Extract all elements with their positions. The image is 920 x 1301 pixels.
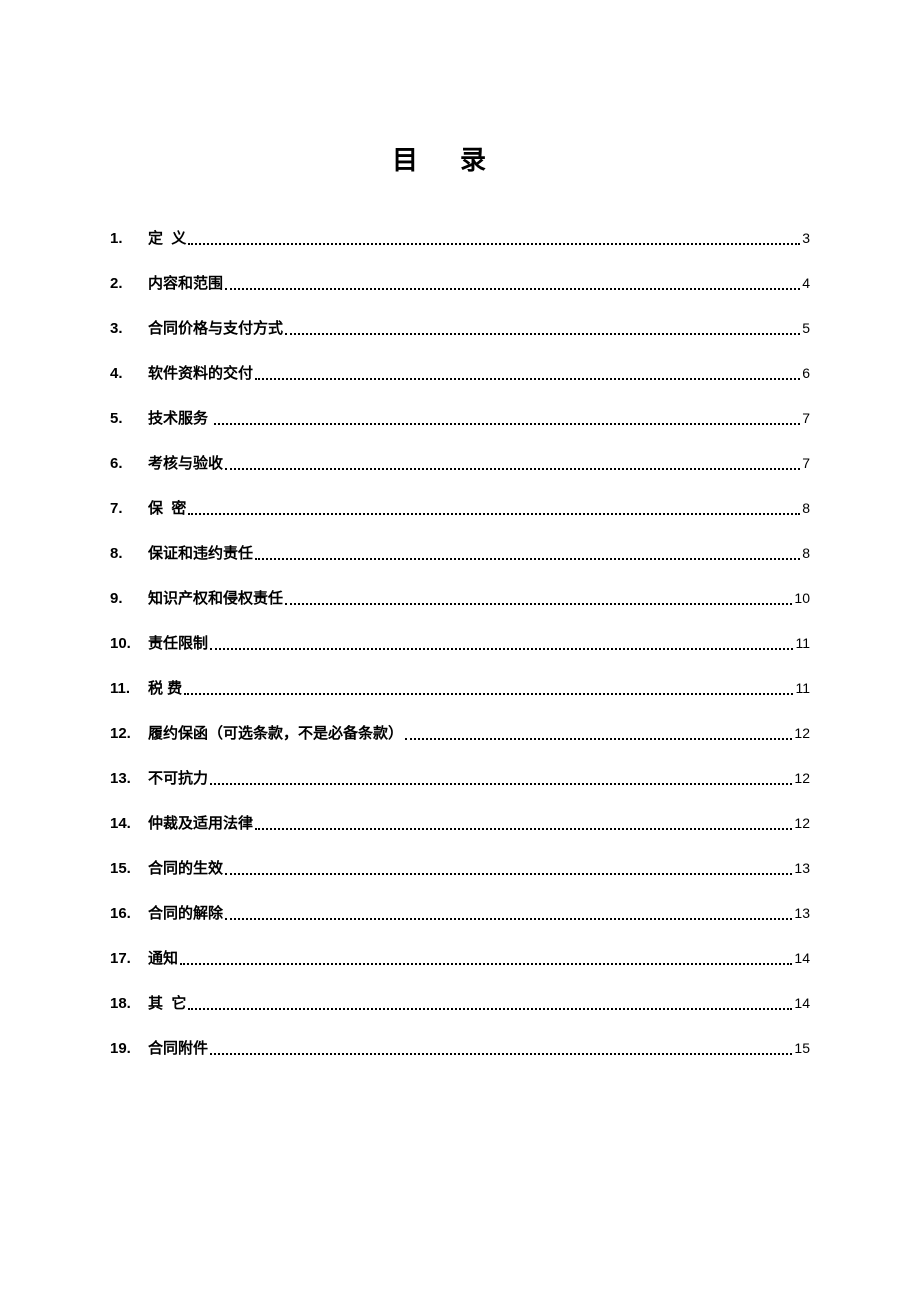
toc-dots — [255, 828, 792, 830]
toc-num: 6. — [110, 455, 148, 472]
toc-num: 13. — [110, 770, 148, 787]
toc-page: 11 — [795, 635, 810, 651]
toc-page: 14 — [794, 995, 810, 1011]
toc-row: 19. 合同附件 15 — [110, 1037, 810, 1058]
toc-dots — [210, 783, 792, 785]
toc-page: 11 — [795, 680, 810, 696]
toc-row: 7. 保 密 8 — [110, 497, 810, 518]
toc-dots — [405, 738, 792, 740]
toc-label: 其 它 — [148, 992, 186, 1013]
toc-page: 7 — [802, 455, 810, 471]
toc-label: 合同的生效 — [148, 857, 223, 878]
toc-page: 13 — [794, 905, 810, 921]
toc-row: 17. 通知 14 — [110, 947, 810, 968]
toc-num: 14. — [110, 815, 148, 832]
toc-dots — [225, 468, 800, 470]
toc-label: 通知 — [148, 947, 178, 968]
toc-num: 1. — [110, 230, 148, 247]
toc-dots — [225, 918, 792, 920]
toc-label: 软件资料的交付 — [148, 362, 253, 383]
toc-label: 合同价格与支付方式 — [148, 317, 283, 338]
toc-row: 12. 履约保函（可选条款，不是必备条款） 12 — [110, 722, 810, 743]
toc-label: 保证和违约责任 — [148, 542, 253, 563]
toc-page: 15 — [794, 1040, 810, 1056]
toc-page: 8 — [802, 545, 810, 561]
toc-row: 14. 仲裁及适用法律 12 — [110, 812, 810, 833]
toc-num: 12. — [110, 725, 148, 742]
toc-page: 13 — [794, 860, 810, 876]
toc-page: 12 — [794, 770, 810, 786]
toc-dots — [285, 603, 792, 605]
toc-row: 4. 软件资料的交付 6 — [110, 362, 810, 383]
toc-page: 12 — [794, 815, 810, 831]
toc-dots — [255, 558, 800, 560]
toc-label: 保 密 — [148, 497, 186, 518]
toc-num: 19. — [110, 1040, 148, 1057]
toc-num: 8. — [110, 545, 148, 562]
toc-dots — [184, 693, 793, 695]
toc-dots — [255, 378, 800, 380]
toc-row: 3. 合同价格与支付方式 5 — [110, 317, 810, 338]
toc-label: 责任限制 — [148, 632, 208, 653]
toc-num: 4. — [110, 365, 148, 382]
toc-dots — [285, 333, 800, 335]
toc-dots — [188, 1008, 792, 1010]
toc-row: 18. 其 它 14 — [110, 992, 810, 1013]
toc-num: 9. — [110, 590, 148, 607]
toc-num: 3. — [110, 320, 148, 337]
toc-row: 16. 合同的解除 13 — [110, 902, 810, 923]
toc-dots — [225, 288, 800, 290]
toc-num: 10. — [110, 635, 148, 652]
toc-label: 知识产权和侵权责任 — [148, 587, 283, 608]
toc-page: 6 — [802, 365, 810, 381]
toc-num: 17. — [110, 950, 148, 967]
toc-label: 仲裁及适用法律 — [148, 812, 253, 833]
toc-page: 8 — [802, 500, 810, 516]
toc-label: 合同的解除 — [148, 902, 223, 923]
toc-page: 14 — [794, 950, 810, 966]
toc-page: 5 — [802, 320, 810, 336]
toc-label: 内容和范围 — [148, 272, 223, 293]
toc-row: 8. 保证和违约责任 8 — [110, 542, 810, 563]
toc-dots — [210, 648, 793, 650]
toc-dots — [210, 1053, 792, 1055]
toc-page: 10 — [794, 590, 810, 606]
toc-title: 目录 — [110, 140, 810, 177]
toc-page: 3 — [802, 230, 810, 246]
toc-label: 考核与验收 — [148, 452, 223, 473]
toc-dots — [225, 873, 792, 875]
toc-list: 1. 定 义 3 2. 内容和范围 4 3. 合同价格与支付方式 5 4. 软件… — [110, 227, 810, 1058]
toc-num: 11. — [110, 680, 148, 697]
toc-page: 4 — [802, 275, 810, 291]
toc-num: 18. — [110, 995, 148, 1012]
toc-row: 5. 技术服务 7 — [110, 407, 810, 428]
toc-num: 7. — [110, 500, 148, 517]
toc-num: 5. — [110, 410, 148, 427]
toc-row: 15. 合同的生效 13 — [110, 857, 810, 878]
toc-num: 15. — [110, 860, 148, 877]
toc-row: 6. 考核与验收 7 — [110, 452, 810, 473]
toc-row: 1. 定 义 3 — [110, 227, 810, 248]
toc-row: 10. 责任限制 11 — [110, 632, 810, 653]
toc-page: 7 — [802, 410, 810, 426]
toc-dots — [188, 243, 800, 245]
toc-label: 合同附件 — [148, 1037, 208, 1058]
toc-dots — [188, 513, 800, 515]
toc-label: 定 义 — [148, 227, 186, 248]
toc-dots — [214, 423, 800, 425]
toc-label: 履约保函（可选条款，不是必备条款） — [148, 722, 403, 743]
toc-dots — [180, 963, 792, 965]
toc-label: 不可抗力 — [148, 767, 208, 788]
toc-label: 技术服务 — [148, 407, 212, 428]
toc-num: 16. — [110, 905, 148, 922]
toc-row: 13. 不可抗力 12 — [110, 767, 810, 788]
toc-num: 2. — [110, 275, 148, 292]
toc-row: 11. 税 费 11 — [110, 677, 810, 698]
toc-row: 2. 内容和范围 4 — [110, 272, 810, 293]
toc-page: 12 — [794, 725, 810, 741]
toc-label: 税 费 — [148, 677, 182, 698]
toc-row: 9. 知识产权和侵权责任 10 — [110, 587, 810, 608]
